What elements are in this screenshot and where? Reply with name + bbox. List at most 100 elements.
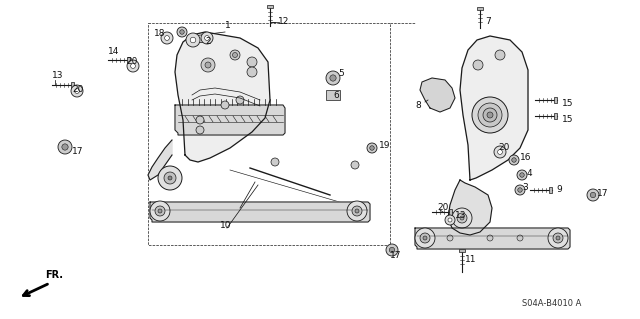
Bar [267, 5, 273, 8]
Bar [477, 7, 483, 10]
Circle shape [190, 37, 196, 43]
Bar [71, 82, 74, 88]
Text: 19: 19 [379, 142, 390, 151]
Circle shape [445, 215, 455, 225]
Circle shape [495, 50, 505, 60]
Text: 18: 18 [154, 28, 166, 38]
Text: 13: 13 [52, 70, 63, 79]
Circle shape [553, 233, 563, 243]
Text: 20: 20 [126, 57, 138, 66]
Text: 12: 12 [278, 18, 289, 26]
Circle shape [517, 235, 523, 241]
Circle shape [221, 101, 229, 109]
Text: 20: 20 [498, 144, 509, 152]
Circle shape [389, 247, 395, 253]
Circle shape [201, 58, 215, 72]
Polygon shape [148, 140, 172, 180]
Text: 2: 2 [205, 38, 211, 47]
Text: 16: 16 [520, 153, 531, 162]
Circle shape [370, 146, 374, 150]
Text: 20: 20 [72, 85, 83, 94]
Polygon shape [460, 36, 528, 180]
Circle shape [62, 144, 68, 150]
Text: 8: 8 [415, 100, 420, 109]
Circle shape [487, 112, 493, 118]
Polygon shape [415, 228, 570, 249]
Polygon shape [175, 105, 285, 135]
Text: 13: 13 [455, 211, 467, 219]
Circle shape [196, 116, 204, 124]
Text: S04A-B4010 A: S04A-B4010 A [522, 299, 582, 308]
Circle shape [520, 173, 524, 177]
Circle shape [352, 206, 362, 216]
Text: 17: 17 [390, 251, 401, 261]
Circle shape [460, 216, 464, 220]
Circle shape [548, 228, 568, 248]
Circle shape [168, 176, 172, 180]
Circle shape [515, 185, 525, 195]
Text: 1: 1 [225, 21, 231, 31]
Text: 20: 20 [437, 203, 449, 211]
Circle shape [205, 36, 209, 41]
Circle shape [473, 60, 483, 70]
Text: 15: 15 [562, 115, 573, 123]
Circle shape [472, 97, 508, 133]
Circle shape [75, 89, 79, 93]
Text: 17: 17 [597, 189, 609, 197]
Circle shape [509, 155, 519, 165]
Text: 9: 9 [556, 186, 562, 195]
Circle shape [247, 57, 257, 67]
Circle shape [367, 143, 377, 153]
Circle shape [498, 150, 502, 154]
Circle shape [518, 188, 522, 192]
Circle shape [386, 244, 398, 256]
Circle shape [164, 172, 176, 184]
Circle shape [420, 233, 430, 243]
Circle shape [131, 63, 136, 68]
Circle shape [517, 170, 527, 180]
Circle shape [158, 209, 162, 213]
Circle shape [201, 32, 213, 44]
Circle shape [512, 158, 516, 162]
Bar [549, 187, 552, 193]
Text: 15: 15 [562, 99, 573, 108]
Bar [459, 249, 465, 252]
Text: 7: 7 [485, 18, 491, 26]
Text: 10: 10 [220, 220, 232, 229]
Circle shape [355, 209, 359, 213]
Text: 5: 5 [338, 70, 344, 78]
Circle shape [347, 201, 367, 221]
Circle shape [487, 235, 493, 241]
Circle shape [180, 30, 184, 34]
Circle shape [494, 146, 506, 158]
Text: 11: 11 [465, 256, 477, 264]
Circle shape [150, 201, 170, 221]
Circle shape [415, 228, 435, 248]
Bar [127, 57, 130, 63]
Circle shape [177, 27, 187, 37]
Polygon shape [150, 202, 370, 222]
Text: 6: 6 [333, 92, 339, 100]
Circle shape [164, 36, 170, 41]
Circle shape [58, 140, 72, 154]
Circle shape [196, 126, 204, 134]
Text: 14: 14 [108, 48, 120, 56]
Circle shape [205, 62, 211, 68]
Polygon shape [175, 32, 270, 162]
Text: 3: 3 [522, 182, 528, 191]
Circle shape [448, 218, 452, 222]
Circle shape [590, 192, 596, 198]
Circle shape [230, 50, 240, 60]
Circle shape [423, 236, 427, 240]
Circle shape [271, 158, 279, 166]
Circle shape [478, 103, 502, 127]
Bar [449, 209, 452, 215]
Polygon shape [448, 180, 492, 235]
Circle shape [330, 75, 336, 81]
Text: FR.: FR. [45, 270, 63, 280]
Circle shape [447, 235, 453, 241]
Circle shape [71, 85, 83, 97]
Bar [326, 90, 340, 100]
Circle shape [452, 208, 472, 228]
Circle shape [351, 161, 359, 169]
